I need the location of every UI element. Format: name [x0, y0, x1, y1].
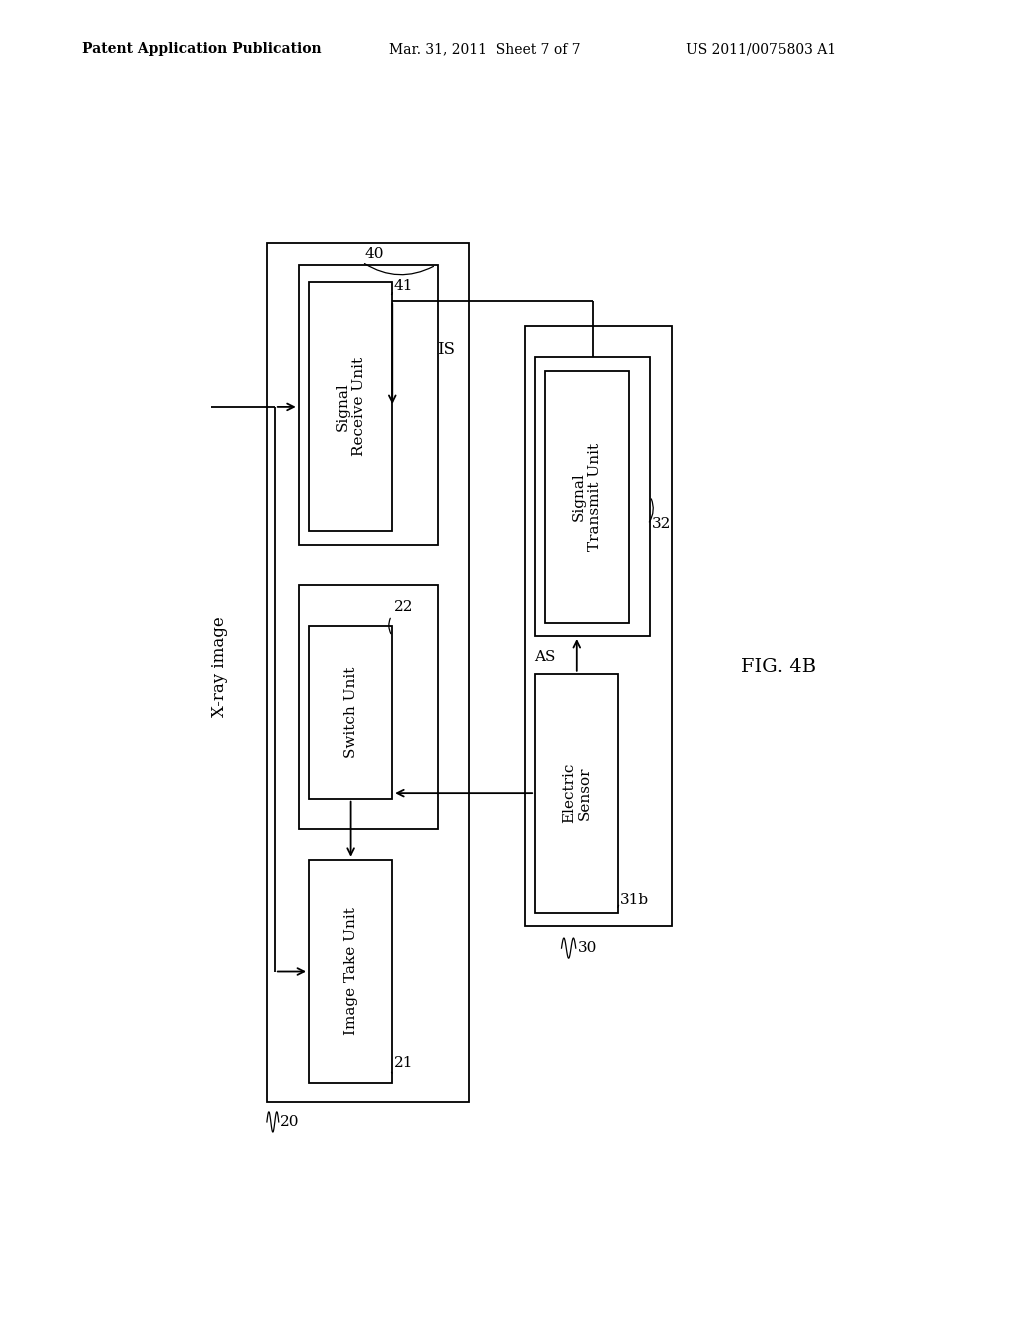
Text: Electric
Sensor: Electric Sensor — [562, 763, 592, 824]
Text: Mar. 31, 2011  Sheet 7 of 7: Mar. 31, 2011 Sheet 7 of 7 — [389, 42, 581, 57]
Text: AS: AS — [535, 649, 556, 664]
Text: 30: 30 — [578, 941, 597, 956]
Text: FIG. 4B: FIG. 4B — [741, 657, 816, 676]
Text: US 2011/0075803 A1: US 2011/0075803 A1 — [686, 42, 837, 57]
Bar — [299, 585, 437, 829]
Bar — [309, 282, 392, 532]
Text: 31b: 31b — [620, 894, 649, 907]
Text: 32: 32 — [652, 517, 671, 532]
Text: 40: 40 — [365, 247, 384, 261]
Bar — [546, 371, 629, 623]
Text: X-ray image: X-ray image — [211, 616, 227, 717]
Text: 22: 22 — [394, 599, 414, 614]
Bar — [299, 265, 437, 545]
Bar — [309, 626, 392, 799]
Bar — [524, 326, 672, 925]
Bar — [309, 859, 392, 1084]
Bar — [536, 673, 618, 912]
Text: Signal
Transmit Unit: Signal Transmit Unit — [572, 442, 602, 550]
Text: IS: IS — [437, 341, 456, 358]
Text: Signal
Receive Unit: Signal Receive Unit — [336, 358, 366, 457]
Text: Patent Application Publication: Patent Application Publication — [82, 42, 322, 57]
Text: Switch Unit: Switch Unit — [344, 667, 357, 758]
Text: 41: 41 — [394, 279, 414, 293]
Text: 21: 21 — [394, 1056, 414, 1071]
Text: Image Take Unit: Image Take Unit — [344, 908, 357, 1035]
Bar — [267, 243, 469, 1102]
Text: 20: 20 — [281, 1115, 300, 1129]
Bar — [536, 356, 650, 636]
